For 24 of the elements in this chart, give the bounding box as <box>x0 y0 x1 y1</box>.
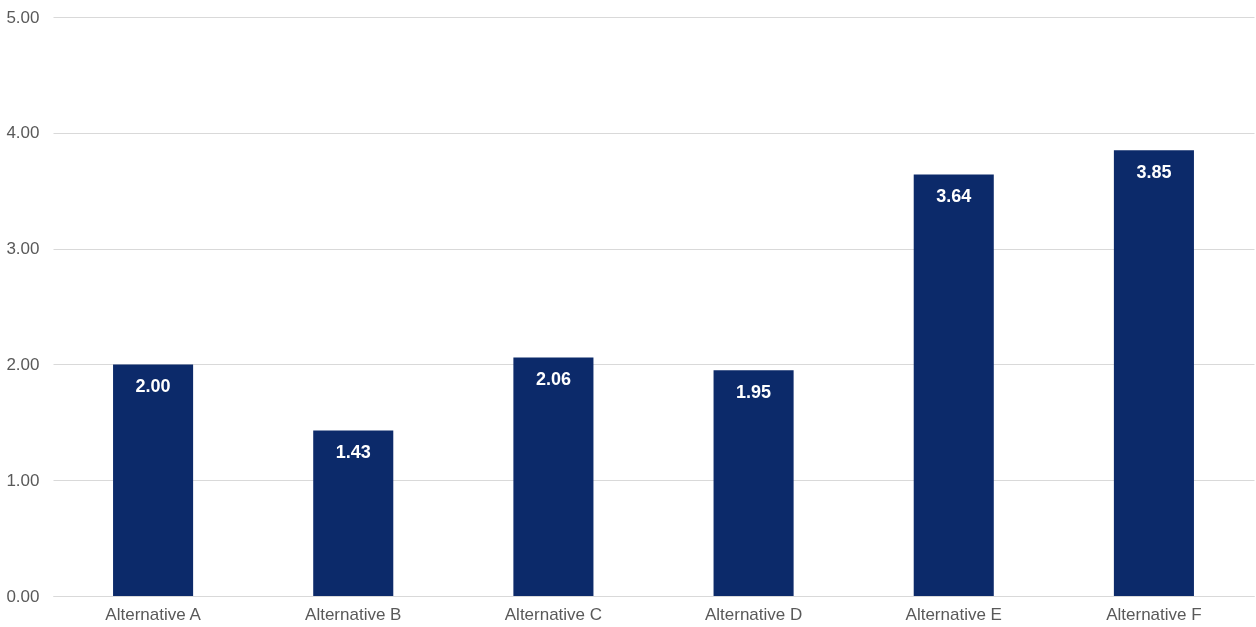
bar <box>113 364 194 596</box>
x-tick-label: Alternative F <box>1106 604 1202 624</box>
data-label: 1.95 <box>736 382 772 403</box>
data-label: 3.85 <box>1136 162 1172 183</box>
data-label: 3.64 <box>936 186 972 207</box>
y-tick-label: 3.00 <box>6 239 40 259</box>
data-label: 2.00 <box>135 376 171 397</box>
bar <box>513 357 594 596</box>
bar <box>913 174 994 596</box>
x-tick-label: Alternative A <box>105 604 202 624</box>
y-tick-label: 4.00 <box>6 123 40 143</box>
y-tick-label: 1.00 <box>6 470 40 490</box>
y-tick-label: 0.00 <box>6 586 40 606</box>
bar <box>1113 150 1194 596</box>
y-tick-label: 5.00 <box>6 7 40 27</box>
bar <box>313 430 394 596</box>
x-tick-label: Alternative E <box>905 604 1002 624</box>
data-label: 2.06 <box>535 369 571 390</box>
x-tick-label: Alternative B <box>305 604 402 624</box>
y-tick-label: 2.00 <box>6 354 40 374</box>
x-tick-label: Alternative D <box>704 604 803 624</box>
bar <box>713 370 794 596</box>
data-label: 1.43 <box>335 442 371 463</box>
x-tick-label: Alternative C <box>504 604 603 624</box>
